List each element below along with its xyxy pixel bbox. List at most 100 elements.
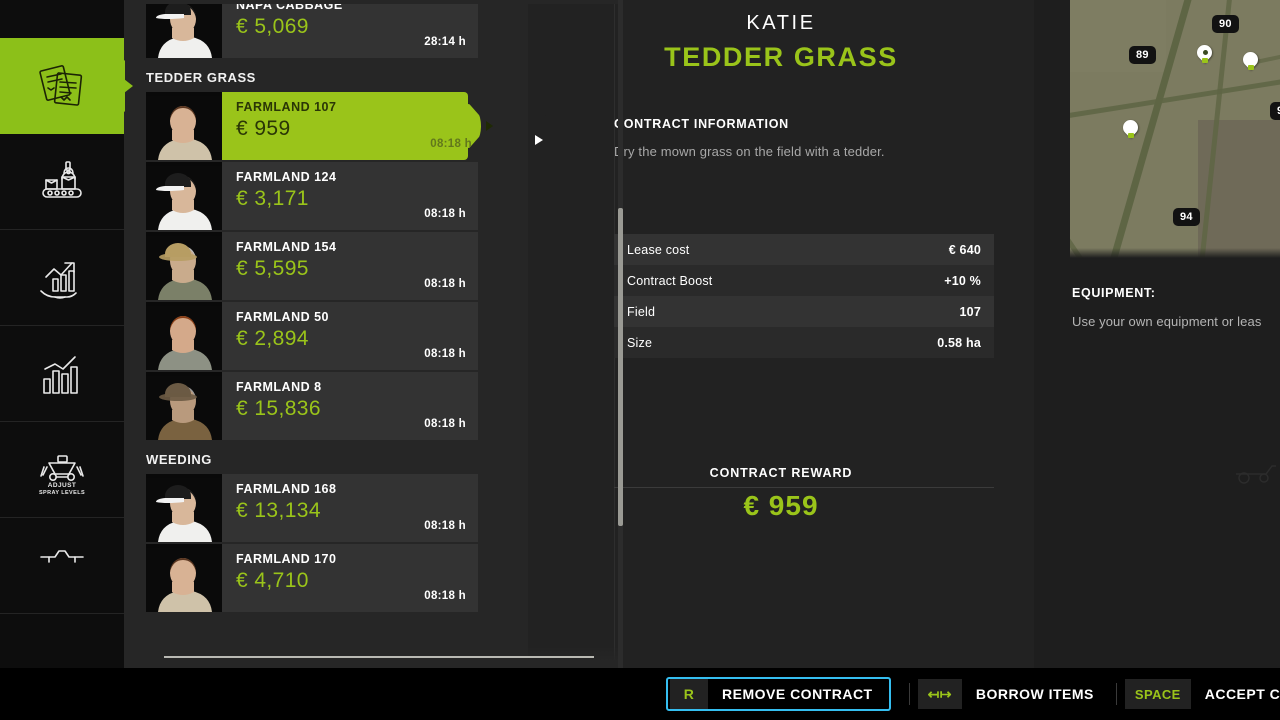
selected-arrow-icon — [486, 121, 493, 131]
npc-avatar — [146, 302, 222, 370]
npc-avatar — [146, 372, 222, 440]
chevron-right-icon — [535, 135, 543, 145]
contract-row-time: 08:18 h — [430, 138, 472, 150]
map-bottom-fade — [1070, 248, 1280, 258]
info-heading: CONTRACT INFORMATION — [614, 117, 789, 131]
contract-row-body: FARMLAND 50 € 2,894 08:18 h — [222, 302, 478, 370]
npc-avatar — [146, 0, 222, 58]
contract-list-panel: NAPA CABBAGE € 5,069 28:14 h TEDDER GRASS F… — [124, 0, 623, 668]
contract-row-name: FARMLAND 50 — [236, 310, 330, 324]
implement-icon — [31, 535, 93, 597]
contract-row-name: FARMLAND 170 — [236, 552, 337, 566]
contract-group-heading: WEEDING — [146, 452, 212, 467]
svg-text:SPRAY LEVELS: SPRAY LEVELS — [39, 490, 85, 496]
contract-row[interactable]: FARMLAND 8 € 15,836 08:18 h — [146, 372, 478, 440]
contract-row-selected[interactable]: FARMLAND 107 € 959 08:18 h — [146, 92, 493, 160]
contract-row[interactable]: FARMLAND 170 € 4,710 08:18 h — [146, 544, 478, 612]
contract-row-body: FARMLAND 154 € 5,595 08:18 h — [222, 232, 478, 300]
action-label: BORROW ITEMS — [975, 686, 1094, 702]
stat-value: € 640 — [948, 242, 981, 257]
equipment-label: EQUIPMENT: — [1072, 286, 1156, 300]
reward-value: € 959 — [743, 490, 819, 521]
map-field-label: 90 — [1212, 15, 1239, 33]
contract-row[interactable]: FARMLAND 154 € 5,595 08:18 h — [146, 232, 478, 300]
contract-row-name: FARMLAND 124 — [236, 170, 337, 184]
contract-row-price: € 4,710 — [236, 569, 309, 592]
sidebar-item-statistics[interactable] — [0, 326, 124, 422]
list-scrollbar-thumb[interactable] — [618, 208, 623, 526]
vehicle-silhouette-icon — [1230, 452, 1280, 486]
contract-row-price: € 3,171 — [236, 187, 309, 210]
action-accept-co[interactable]: SPACE ACCEPT CO — [1124, 679, 1280, 709]
svg-text:ADJUST: ADJUST — [48, 482, 76, 489]
contract-row-price: € 2,894 — [236, 327, 309, 350]
contract-stat-row: Contract Boost +10 % — [614, 265, 994, 296]
npc-avatar — [146, 92, 222, 160]
contract-row-time: 08:18 h — [424, 348, 466, 360]
contract-detail-panel: KATIE TEDDER GRASS CONTRACT INFORMATION … — [517, 0, 1034, 668]
sidebar-item-adjust-spray-levels[interactable]: ADJUST SPRAY LEVELS — [0, 422, 124, 518]
stat-value: 107 — [959, 304, 981, 319]
contract-stats-table: Lease cost € 640 Contract Boost +10 % Field 1… — [614, 234, 994, 358]
action-borrow-items[interactable]: ↤↦ BORROW ITEMS — [917, 679, 1108, 709]
map-panel: 89 90 94 9 EQUIPMENT: Use your own equipmen… — [1033, 0, 1280, 668]
contract-row-price: € 5,595 — [236, 257, 309, 280]
equipment-text: Use your own equipment or leas — [1072, 314, 1262, 329]
contract-row-price: € 15,836 — [236, 397, 321, 420]
action-key: ↤↦ — [917, 679, 962, 709]
contract-row-name: FARMLAND 8 — [236, 380, 322, 394]
action-key: SPACE — [1124, 679, 1191, 709]
info-description: Dry the mown grass on the field with a t… — [614, 144, 885, 159]
contract-row-body: FARMLAND 170 € 4,710 08:18 h — [222, 544, 478, 612]
stat-key: Contract Boost — [627, 273, 713, 288]
stat-key: Lease cost — [627, 242, 690, 257]
contract-row-price: € 13,134 — [236, 499, 321, 522]
contract-row[interactable]: FARMLAND 50 € 2,894 08:18 h — [146, 302, 478, 370]
sidebar-item-finances[interactable] — [0, 230, 124, 326]
contract-row-body: NAPA CABBAGE € 5,069 28:14 h — [222, 0, 478, 58]
action-label: ACCEPT CO — [1204, 686, 1280, 702]
map-pin-icon[interactable] — [1119, 116, 1142, 140]
contract-row-price: € 5,069 — [236, 15, 309, 38]
action-remove-contract[interactable]: R REMOVE CONTRACT — [666, 677, 891, 711]
contract-row-body: FARMLAND 8 € 15,836 08:18 h — [222, 372, 478, 440]
sidebar-item-vehicles[interactable] — [0, 518, 124, 614]
sidebar-spacer — [0, 0, 124, 38]
spreader-icon: ADJUST SPRAY LEVELS — [31, 439, 93, 501]
contract-row[interactable]: FARMLAND 168 € 13,134 08:18 h — [146, 474, 478, 542]
contract-stat-row: Lease cost € 640 — [614, 234, 994, 265]
contract-row-name: FARMLAND 168 — [236, 482, 337, 496]
contract-row-time: 08:18 h — [424, 418, 466, 430]
sidebar-item-contracts[interactable] — [0, 38, 125, 134]
contract-list-scroll-area[interactable]: NAPA CABBAGE € 5,069 28:14 h TEDDER GRASS F… — [124, 0, 528, 668]
minimap[interactable]: 89 90 94 9 — [1070, 0, 1280, 258]
sidebar-item-production[interactable] — [0, 134, 124, 230]
stat-key: Field — [627, 304, 656, 319]
map-pin-icon[interactable] — [1193, 41, 1216, 65]
documents-icon — [31, 55, 93, 117]
action-list: R REMOVE CONTRACT ↤↦ BORROW ITEMS SPACE ACCEP… — [666, 668, 1280, 720]
map-pin-icon[interactable] — [1239, 48, 1262, 72]
npc-name: KATIE — [746, 12, 816, 34]
npc-avatar — [146, 232, 222, 300]
reward-divider — [614, 487, 994, 488]
reward-label: CONTRACT REWARD — [709, 466, 853, 480]
growth-chart-hand-icon — [31, 247, 93, 309]
contract-stat-row: Field 107 — [614, 296, 994, 327]
contract-row-body: FARMLAND 124 € 3,171 08:18 h — [222, 162, 478, 230]
contract-row-time: 08:18 h — [424, 208, 466, 220]
bar-chart-icon — [31, 343, 93, 405]
map-field-label: 89 — [1129, 46, 1156, 64]
contract-row-body: FARMLAND 107 € 959 08:18 h — [222, 92, 484, 160]
contract-row[interactable]: NAPA CABBAGE € 5,069 28:14 h — [146, 0, 478, 58]
stat-value: +10 % — [944, 273, 981, 288]
contract-row-time: 08:18 h — [424, 520, 466, 532]
contract-row-price: € 959 — [236, 117, 291, 140]
contract-row-name: NAPA CABBAGE — [236, 0, 343, 12]
action-separator — [908, 683, 910, 705]
stat-value: 0.58 ha — [937, 335, 981, 350]
npc-avatar — [146, 544, 222, 612]
contract-row[interactable]: FARMLAND 124 € 3,171 08:18 h — [146, 162, 478, 230]
contract-row-name: FARMLAND 107 — [236, 100, 337, 114]
